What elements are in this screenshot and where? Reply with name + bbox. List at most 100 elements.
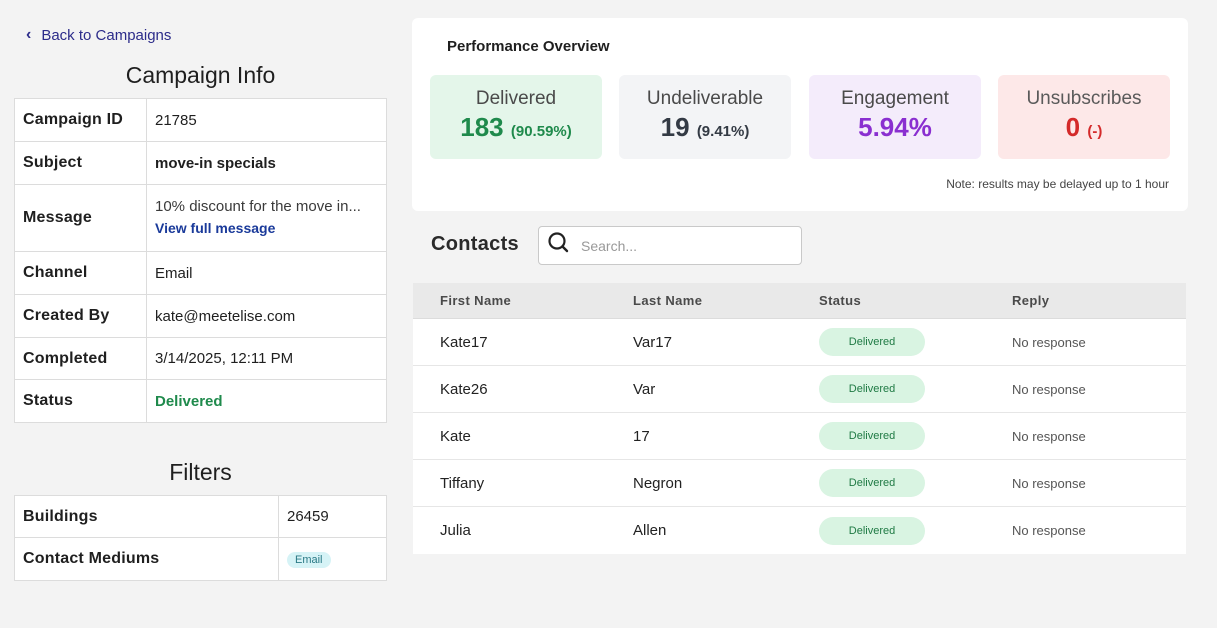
stat-label: Delivered: [475, 88, 557, 109]
chevron-left-icon: ‹: [26, 26, 32, 43]
stat-engagement: Engagement 5.94%: [809, 75, 981, 159]
col-last-name[interactable]: Last Name: [633, 293, 703, 308]
info-label: Completed: [14, 337, 147, 380]
reply-cell: No response: [1012, 428, 1086, 444]
table-row[interactable]: Tiffany Negron Delivered No response: [413, 460, 1186, 507]
stat-label: Undeliverable: [646, 88, 764, 109]
status-cell: Delivered: [799, 328, 992, 356]
col-first-name[interactable]: First Name: [440, 293, 512, 308]
first-name-cell: Kate26: [440, 380, 488, 398]
campaign-info-table: Campaign ID 21785 Subject move-in specia…: [14, 98, 387, 423]
info-label: Message: [14, 184, 147, 252]
info-value-message: 10% discount for the move in... View ful…: [146, 184, 387, 252]
table-header: First Name Last Name Status Reply: [413, 283, 1186, 319]
table-row[interactable]: Kate26 Var Delivered No response: [413, 366, 1186, 413]
first-name-cell: Kate: [440, 427, 471, 445]
stat-label: Unsubscribes: [1026, 88, 1142, 109]
stat-number: 19: [660, 112, 690, 142]
first-name-cell: Julia: [440, 522, 471, 539]
filter-row-contact-mediums: Contact Mediums Email: [14, 537, 387, 581]
first-name-cell: Tiffany: [440, 474, 485, 492]
info-label: Created By: [14, 294, 147, 338]
contacts-title: Contacts: [431, 233, 519, 255]
info-value: 21785: [146, 98, 387, 142]
col-reply[interactable]: Reply: [1012, 293, 1050, 308]
stat-delivered: Delivered 183 (90.59%): [430, 75, 602, 159]
stat-undeliverable: Undeliverable 19 (9.41%): [619, 75, 791, 159]
table-row[interactable]: Kate17 Var17 Delivered No response: [413, 319, 1186, 366]
filters-table: Buildings 26459 Contact Mediums Email: [14, 495, 387, 581]
stat-percent: (-): [1087, 123, 1103, 140]
filter-row-buildings: Buildings 26459: [14, 495, 387, 538]
last-name-cell: Negron: [633, 474, 683, 492]
info-row-message: Message 10% discount for the move in... …: [14, 184, 387, 252]
info-row-created-by: Created By kate@meetelise.com: [14, 294, 387, 338]
search-input[interactable]: [581, 237, 781, 254]
status-cell: Delivered: [799, 422, 992, 450]
table-row[interactable]: Kate 17 Delivered No response: [413, 413, 1186, 460]
stat-value: 5.94%: [809, 112, 981, 143]
info-value: kate@meetelise.com: [146, 294, 387, 338]
reply-cell: No response: [1012, 334, 1086, 350]
info-label: Subject: [14, 141, 147, 185]
last-name-cell: Allen: [633, 522, 667, 539]
info-value: Email: [146, 251, 387, 295]
last-name-cell: Var: [633, 380, 656, 398]
status-cell: Delivered: [799, 516, 992, 545]
table-row[interactable]: Julia Allen Delivered No response: [413, 507, 1186, 554]
info-row-completed: Completed 3/14/2025, 12:11 PM: [14, 337, 387, 380]
stat-percent: (90.59%): [510, 123, 572, 140]
status-badge: Delivered: [819, 516, 925, 545]
info-value: move-in specials: [146, 141, 387, 185]
last-name-cell: Var17: [633, 333, 672, 351]
col-status[interactable]: Status: [819, 293, 862, 308]
status-badge: Delivered: [819, 469, 925, 497]
contacts-table: First Name Last Name Status Reply Kate17…: [413, 283, 1186, 554]
back-link-label: Back to Campaigns: [41, 26, 172, 44]
info-row-campaign-id: Campaign ID 21785: [14, 98, 387, 142]
stat-number: 183: [460, 112, 504, 142]
status-badge: Delivered: [819, 328, 925, 356]
back-to-campaigns-link[interactable]: ‹ Back to Campaigns: [14, 18, 387, 52]
filter-value: Email: [278, 537, 387, 581]
info-label: Status: [14, 379, 147, 423]
status-cell: Delivered: [799, 469, 992, 497]
campaign-panel: ‹ Back to Campaigns Campaign Info Campai…: [14, 18, 387, 581]
stat-value: 183 (90.59%): [430, 112, 602, 143]
stat-number: 5.94%: [858, 112, 932, 142]
filter-value: 26459: [278, 495, 387, 538]
message-preview: 10% discount for the move in...: [155, 198, 361, 215]
status-value: Delivered: [146, 379, 387, 423]
filters-title: Filters: [169, 459, 232, 485]
info-label: Campaign ID: [14, 98, 147, 142]
info-row-subject: Subject move-in specials: [14, 141, 387, 185]
status-badge: Delivered: [819, 375, 925, 403]
delay-note: Note: results may be delayed up to 1 hou…: [946, 177, 1169, 191]
email-medium-badge: Email: [287, 552, 331, 568]
status-badge: Delivered: [819, 422, 925, 450]
reply-cell: No response: [1012, 475, 1086, 491]
last-name-cell: 17: [633, 427, 650, 445]
first-name-cell: Kate17: [440, 333, 488, 351]
info-value: 3/14/2025, 12:11 PM: [146, 337, 387, 380]
status-cell: Delivered: [799, 375, 992, 403]
reply-cell: No response: [1012, 523, 1086, 538]
campaign-info-title: Campaign Info: [125, 62, 276, 88]
performance-title: Performance Overview: [447, 38, 610, 55]
info-row-channel: Channel Email: [14, 251, 387, 295]
search-icon: [547, 231, 571, 260]
stat-label: Engagement: [841, 88, 949, 109]
info-label: Channel: [14, 251, 147, 295]
stat-number: 0: [1065, 112, 1081, 142]
stat-value: 0 (-): [998, 112, 1170, 143]
view-full-message-link[interactable]: View full message: [155, 220, 276, 236]
stat-unsubscribes: Unsubscribes 0 (-): [998, 75, 1170, 159]
stat-value: 19 (9.41%): [619, 112, 791, 143]
stat-percent: (9.41%): [696, 123, 750, 140]
filter-label: Buildings: [14, 495, 279, 538]
reply-cell: No response: [1012, 381, 1086, 397]
info-row-status: Status Delivered: [14, 379, 387, 423]
performance-overview-card: Performance Overview Delivered 183 (90.5…: [412, 18, 1188, 211]
filter-label: Contact Mediums: [14, 537, 279, 581]
contacts-search[interactable]: [538, 226, 802, 265]
